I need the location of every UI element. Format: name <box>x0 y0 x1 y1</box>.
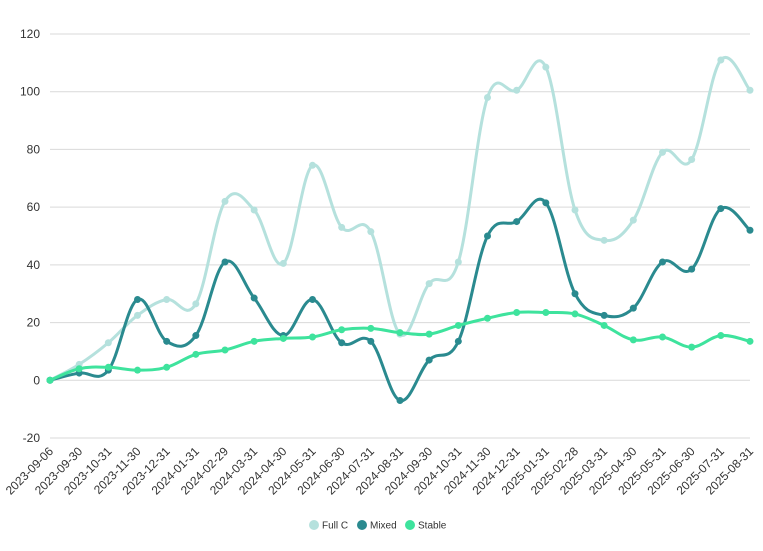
data-point <box>571 290 579 298</box>
data-point <box>454 321 462 329</box>
data-point <box>309 295 316 303</box>
data-point <box>571 310 579 318</box>
data-point <box>75 365 83 373</box>
data-point <box>134 311 141 319</box>
legend-item-mixed[interactable]: Mixed <box>357 520 397 532</box>
data-point <box>250 337 258 345</box>
legend-marker <box>309 520 319 530</box>
data-point <box>163 295 171 303</box>
series-lines <box>46 55 754 404</box>
data-point <box>367 337 375 345</box>
data-point <box>425 280 433 288</box>
data-point <box>279 334 287 342</box>
y-tick-label: -20 <box>23 431 41 445</box>
data-point <box>659 148 666 156</box>
data-point <box>542 308 550 316</box>
data-point <box>425 330 433 338</box>
data-point <box>134 295 141 303</box>
data-point <box>629 336 637 344</box>
data-point <box>367 324 375 332</box>
data-point <box>513 86 521 94</box>
data-point <box>221 258 229 266</box>
data-point <box>600 321 608 329</box>
series-mixed <box>46 197 754 404</box>
data-point <box>484 93 491 101</box>
data-point <box>600 311 608 319</box>
data-point <box>629 304 637 312</box>
x-axis-ticks: 2023-09-062023-09-302023-10-312023-11-30… <box>3 444 757 498</box>
data-point <box>134 366 141 374</box>
data-point <box>367 228 375 236</box>
legend-marker <box>357 520 367 530</box>
data-point <box>163 363 171 371</box>
data-point <box>571 206 579 214</box>
data-point <box>513 218 521 226</box>
y-tick-label: 0 <box>33 373 40 387</box>
legend: Full C Mixed Stable <box>309 520 447 532</box>
y-tick-label: 60 <box>27 200 41 214</box>
data-point <box>396 329 404 337</box>
legend-label: Stable <box>418 521 447 532</box>
data-point <box>600 236 608 244</box>
legend-item-stable[interactable]: Stable <box>405 520 447 532</box>
data-point <box>746 337 754 345</box>
data-point <box>221 346 229 354</box>
y-tick-label: 100 <box>20 85 40 99</box>
data-point <box>309 161 316 169</box>
data-point <box>746 86 754 94</box>
series-stable <box>46 308 754 384</box>
legend-label: Mixed <box>370 521 397 532</box>
data-point <box>688 156 696 164</box>
y-tick-label: 80 <box>27 142 41 156</box>
legend-label: Full C <box>322 521 348 532</box>
data-point <box>542 199 550 207</box>
data-point <box>659 258 666 266</box>
data-point <box>629 216 637 224</box>
y-tick-label: 20 <box>27 316 41 330</box>
data-point <box>484 314 491 322</box>
y-tick-label: 120 <box>20 27 40 41</box>
data-point <box>688 343 696 351</box>
data-point <box>717 56 725 64</box>
data-point <box>542 63 550 71</box>
data-point <box>338 326 346 334</box>
gridlines <box>50 33 750 439</box>
data-point <box>192 332 200 340</box>
data-point <box>221 197 229 205</box>
data-point <box>454 258 462 266</box>
data-point <box>250 294 258 302</box>
data-point <box>396 396 404 404</box>
data-point <box>717 205 725 213</box>
data-point <box>163 337 171 345</box>
data-point <box>425 356 433 364</box>
data-point <box>454 337 462 345</box>
data-point <box>192 300 200 308</box>
data-point <box>279 259 287 267</box>
data-point <box>338 223 346 231</box>
data-point <box>250 206 258 214</box>
data-point <box>746 226 754 234</box>
legend-marker <box>405 520 415 530</box>
data-point <box>513 308 521 316</box>
y-tick-label: 40 <box>27 258 41 272</box>
data-point <box>659 333 666 341</box>
data-point <box>338 339 346 347</box>
data-point <box>104 363 112 371</box>
legend-item-full-c[interactable]: Full C <box>309 520 348 532</box>
data-point <box>46 376 54 384</box>
data-point <box>309 333 316 341</box>
data-point <box>192 350 200 358</box>
data-point <box>717 332 725 340</box>
data-point <box>104 339 112 347</box>
data-point <box>484 232 491 240</box>
y-axis-ticks: -20 0 20 40 60 80 100 120 <box>20 27 40 445</box>
data-point <box>688 265 696 273</box>
